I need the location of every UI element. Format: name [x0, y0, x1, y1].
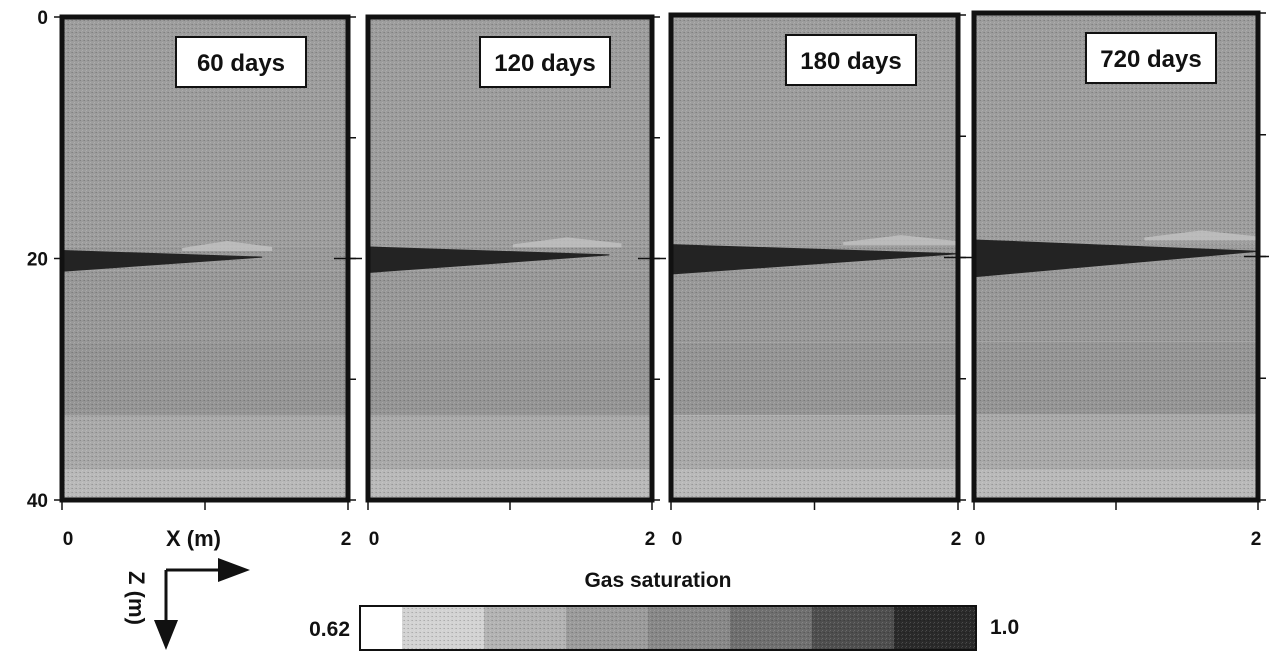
colorbar-min-label: 0.62	[309, 618, 350, 641]
colorbar: Gas saturation 0.62 1.0	[309, 569, 1019, 651]
x-tick-label: 2	[951, 529, 962, 550]
z-tick-label: 0	[37, 8, 48, 29]
x-tick-label: 0	[369, 529, 380, 550]
x-axis-title-group: X (m)	[166, 526, 221, 551]
gas-plume	[974, 239, 1258, 278]
x-axis-title: X (m)	[166, 526, 221, 551]
colorbar-swatch	[360, 606, 402, 650]
gas-front-cap	[843, 235, 958, 246]
time-label-box	[1085, 32, 1217, 84]
gas-plume	[368, 246, 610, 273]
colorbar-frame	[359, 605, 977, 651]
x-tick-label: 2	[645, 529, 656, 550]
gas-plume	[671, 244, 958, 275]
colorbar-title: Gas saturation	[584, 569, 731, 592]
time-label: 60 days	[197, 50, 285, 77]
x-tick-label: 0	[672, 529, 683, 550]
gas-front-cap	[1144, 230, 1258, 241]
colorbar-texture	[402, 606, 976, 650]
time-label: 120 days	[494, 50, 595, 77]
time-label: 720 days	[1100, 46, 1201, 73]
panel-3: 0 2 180 days	[668, 12, 972, 550]
time-label-box	[785, 34, 917, 86]
panel-1: 0 2 60 days	[59, 14, 362, 550]
time-label-box	[479, 36, 611, 88]
z-axis: 0 20 40	[27, 8, 62, 512]
x-tick-label: 0	[63, 529, 74, 550]
z-tick-label: 40	[27, 491, 48, 512]
time-label-box	[175, 36, 307, 88]
time-label: 180 days	[800, 48, 901, 75]
z-arrow-head	[154, 620, 178, 650]
panel-4: 0 2 720 days	[971, 10, 1269, 550]
x-tick-label: 0	[975, 529, 986, 550]
x-tick-label: 2	[1251, 529, 1262, 550]
x-arrow-head	[218, 558, 250, 582]
z-axis-title: Z (m)	[124, 571, 149, 625]
colorbar-swatches	[360, 606, 977, 650]
gas-plume	[62, 250, 263, 272]
gas-front-cap	[182, 241, 273, 252]
x-tick-label: 2	[341, 529, 352, 550]
gas-front-cap	[512, 237, 622, 248]
axes-orientation-arrows: Z (m)	[124, 558, 250, 650]
z-tick-label: 20	[27, 250, 48, 271]
panel-2: 0 2 120 days	[365, 14, 666, 550]
colorbar-max-label: 1.0	[990, 616, 1019, 639]
